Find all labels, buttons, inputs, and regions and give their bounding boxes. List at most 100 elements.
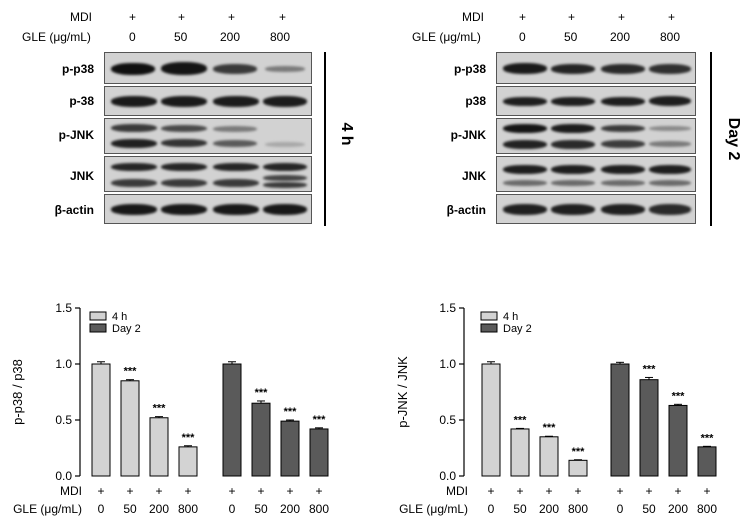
mdi-mark: + — [618, 10, 626, 24]
bar — [481, 363, 501, 477]
blot-strip — [496, 52, 696, 84]
dose-label: 50 — [513, 502, 527, 516]
bar — [539, 436, 559, 477]
row-label: p-p38 — [61, 62, 94, 76]
legend-label: 4 h — [503, 311, 518, 323]
row-label: β-actin — [54, 203, 94, 217]
blot-strip — [104, 156, 312, 192]
bar — [280, 420, 300, 477]
mdi-mark: + — [545, 484, 552, 498]
mdi-mark: + — [129, 10, 137, 24]
dose-label: 800 — [697, 502, 717, 516]
dose-label: 0 — [617, 502, 624, 516]
legend-swatch — [480, 311, 498, 321]
row-label: p-JNK — [450, 128, 486, 142]
bar-chart-p-jnk: 0.0 0.5 1.0 1.5 p-JNK / JNK *** *** *** *** *** **… — [395, 301, 717, 516]
mdi-mark: + — [645, 484, 652, 498]
y-tick-label: 1.5 — [55, 301, 72, 315]
y-tick-label: 0.0 — [55, 469, 72, 483]
mdi-mark: + — [703, 484, 710, 498]
mdi-mark: + — [228, 484, 235, 498]
mdi-mark: + — [516, 484, 523, 498]
y-tick-label: 0.0 — [439, 469, 456, 483]
significance-label: *** — [124, 366, 138, 378]
blot-strip — [496, 118, 696, 154]
bar — [639, 379, 659, 477]
dose-label: 800 — [270, 30, 291, 44]
dose-label: 200 — [539, 502, 559, 516]
dose-label: 800 — [309, 502, 329, 516]
gle-label: GLE (μg/mL) — [412, 30, 481, 44]
row-label: JNK — [461, 169, 486, 183]
bar — [222, 363, 242, 477]
bar — [610, 363, 630, 477]
row-label: p-38 — [69, 94, 94, 108]
mdi-mark: + — [574, 484, 581, 498]
y-tick-label: 0.5 — [439, 413, 456, 427]
bar — [178, 446, 198, 477]
row-label: p38 — [465, 94, 486, 108]
bar — [697, 446, 717, 477]
mdi-mark: + — [487, 484, 494, 498]
bar — [120, 380, 140, 477]
legend-label: Day 2 — [503, 323, 532, 335]
significance-label: *** — [572, 446, 586, 458]
dose-label: 0 — [129, 30, 136, 44]
legend-swatch — [89, 323, 107, 333]
gle-label: GLE (μg/mL) — [399, 502, 468, 516]
significance-label: *** — [153, 403, 167, 415]
dose-label: 50 — [123, 502, 137, 516]
mdi-mark: + — [228, 10, 236, 24]
dose-label: 200 — [668, 502, 688, 516]
legend-swatch — [89, 311, 107, 321]
significance-label: *** — [514, 414, 528, 426]
significance-label: *** — [643, 363, 657, 375]
dose-label: 200 — [610, 30, 631, 44]
blot-strip — [104, 194, 312, 224]
row-label: JNK — [69, 169, 94, 183]
dose-label: 0 — [488, 502, 495, 516]
y-axis-label: p-JNK / JNK — [395, 356, 410, 428]
time-bracket — [324, 52, 326, 226]
mdi-label: MDI — [462, 10, 484, 24]
mdi-mark: + — [155, 484, 162, 498]
mdi-mark: + — [519, 10, 527, 24]
mdi-mark: + — [616, 484, 623, 498]
y-tick-label: 1.0 — [439, 357, 456, 371]
dose-label: 0 — [98, 502, 105, 516]
blot-strip — [104, 52, 312, 84]
blot-strip — [496, 194, 696, 224]
bar-chart-p-p38: 0.0 0.5 1.0 1.5 p-p38 / p38 *** *** *** *** *** **… — [10, 301, 329, 516]
significance-label: *** — [672, 390, 686, 402]
mdi-mark: + — [668, 10, 676, 24]
row-label: β-actin — [446, 203, 486, 217]
legend-label: Day 2 — [112, 323, 141, 335]
significance-label: *** — [543, 422, 557, 434]
mdi-label: MDI — [60, 484, 82, 498]
dose-label: 800 — [178, 502, 198, 516]
mdi-label: MDI — [70, 10, 92, 24]
mdi-label: MDI — [446, 484, 468, 498]
dose-label: 200 — [280, 502, 300, 516]
dose-label: 200 — [220, 30, 241, 44]
dose-label: 50 — [254, 502, 268, 516]
significance-label: *** — [313, 414, 327, 426]
significance-label: *** — [182, 432, 196, 444]
mdi-mark: + — [178, 10, 186, 24]
y-tick-label: 1.5 — [439, 301, 456, 315]
legend-label: 4 h — [112, 311, 127, 323]
dose-label: 50 — [642, 502, 656, 516]
y-tick-label: 0.5 — [55, 413, 72, 427]
time-bracket — [710, 52, 712, 226]
y-axis-label: p-p38 / p38 — [10, 359, 25, 425]
row-label: p-JNK — [58, 128, 94, 142]
time-label: 4 h — [338, 122, 355, 146]
significance-label: *** — [284, 406, 298, 418]
bar — [309, 428, 329, 477]
significance-label: *** — [701, 432, 715, 444]
mdi-mark: + — [257, 484, 264, 498]
blot-strip — [496, 86, 696, 116]
dose-label: 50 — [174, 30, 188, 44]
mdi-mark: + — [126, 484, 133, 498]
gle-label: GLE (μg/mL) — [22, 30, 91, 44]
